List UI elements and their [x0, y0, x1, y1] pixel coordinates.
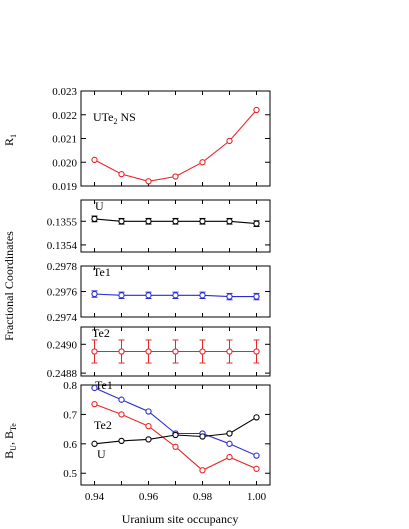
data-point-b-2-1 — [118, 437, 125, 445]
y-tick-label-r1-4: 0.019 — [52, 181, 77, 193]
data-point-b-2-6 — [253, 414, 260, 421]
data-point-b-1-1 — [118, 411, 125, 418]
b-u-annotation: U — [97, 447, 106, 461]
data-point-u-0-4 — [199, 218, 206, 225]
r1-annotation: UTe2 NS — [93, 110, 136, 126]
data-point-te1-0-0 — [91, 290, 98, 298]
te2-annotation: Te2 — [92, 326, 110, 340]
b-te2-annotation: Te2 — [94, 418, 112, 432]
data-point-te1-0-5 — [226, 293, 233, 300]
panel-frame-r1 — [80, 90, 271, 187]
data-point-b-0-2 — [145, 408, 152, 415]
data-point-b-1-2 — [145, 423, 152, 430]
data-point-r1-0-0 — [91, 156, 98, 164]
data-point-r1-0-6 — [253, 106, 260, 114]
fractional-coordinates-label: Fractional Coordinates — [2, 231, 16, 341]
data-point-te2-0-0 — [91, 348, 98, 355]
panel-frame-u — [80, 199, 271, 253]
data-point-b-1-3 — [172, 443, 179, 450]
data-point-te2-0-3 — [172, 348, 179, 355]
y-tick-label-b-2: 0.6 — [63, 439, 77, 451]
data-point-te1-0-3 — [172, 292, 179, 299]
y-tick-label-b-1: 0.7 — [63, 409, 77, 421]
x-tick-label-1: 0.96 — [139, 491, 159, 503]
x-tick-label-0: 0.94 — [85, 491, 105, 503]
data-point-b-2-2 — [145, 436, 152, 443]
y-tick-label-te2-1: 0.2488 — [47, 368, 78, 380]
y-tick-label-r1-1: 0.022 — [52, 110, 77, 122]
data-point-r1-0-5 — [226, 137, 233, 145]
data-point-te2-0-6 — [253, 348, 260, 355]
data-point-b-0-6 — [253, 452, 260, 459]
y-tick-label-te2-0: 0.2490 — [47, 339, 78, 351]
data-point-r1-0-2 — [145, 178, 152, 185]
data-point-b-1-4 — [199, 467, 206, 474]
data-point-b-2-0 — [91, 440, 98, 447]
te1-annotation: Te1 — [93, 265, 111, 279]
data-point-b-0-5 — [226, 440, 233, 447]
y-tick-label-b-3: 0.5 — [63, 468, 77, 480]
data-point-r1-0-1 — [118, 170, 125, 178]
y-tick-label-r1-3: 0.020 — [52, 157, 77, 169]
data-point-u-0-5 — [226, 218, 233, 225]
y-tick-label-r1-2: 0.021 — [52, 134, 77, 146]
b-ylabel: BU, BTe — [2, 423, 18, 459]
data-point-te1-0-2 — [145, 292, 152, 299]
y-tick-label-u-0: 0.1355 — [47, 216, 78, 228]
y-tick-label-te1-0: 0.2978 — [47, 261, 78, 273]
data-point-te2-0-4 — [199, 348, 206, 355]
data-point-u-0-3 — [172, 218, 179, 225]
x-axis-label: Uranium site occupancy — [122, 512, 239, 526]
data-point-te2-0-1 — [118, 348, 125, 355]
x-tick-label-3: 1.00 — [247, 491, 267, 503]
y-tick-label-b-0: 0.8 — [63, 380, 77, 392]
data-point-u-0-0 — [91, 215, 98, 223]
y-tick-label-r1-0: 0.023 — [52, 86, 77, 98]
data-point-b-1-6 — [253, 465, 260, 472]
data-point-b-1-0 — [91, 400, 98, 408]
data-point-te1-0-4 — [199, 292, 206, 299]
r1-ylabel: R1 — [2, 134, 18, 146]
data-point-u-0-6 — [253, 220, 260, 227]
y-tick-label-te1-2: 0.2974 — [47, 312, 78, 324]
data-point-b-2-3 — [172, 431, 179, 439]
data-point-b-1-5 — [226, 453, 233, 461]
data-point-b-2-4 — [199, 433, 206, 440]
data-point-b-0-0 — [91, 384, 98, 392]
data-point-b-2-5 — [226, 430, 233, 437]
data-point-r1-0-3 — [172, 173, 179, 180]
y-tick-label-u-1: 0.1354 — [47, 240, 78, 252]
data-point-te1-0-1 — [118, 292, 125, 299]
u-annotation: U — [95, 199, 104, 213]
data-point-u-0-2 — [145, 218, 152, 225]
x-tick-label-2: 0.98 — [193, 491, 213, 503]
data-point-r1-0-4 — [199, 159, 206, 166]
data-point-te1-0-6 — [253, 293, 260, 300]
y-tick-label-te1-1: 0.2976 — [47, 287, 78, 299]
data-point-b-0-1 — [118, 396, 125, 403]
data-point-te2-0-5 — [226, 348, 233, 355]
data-point-u-0-1 — [118, 218, 125, 225]
data-point-te2-0-2 — [145, 348, 152, 355]
